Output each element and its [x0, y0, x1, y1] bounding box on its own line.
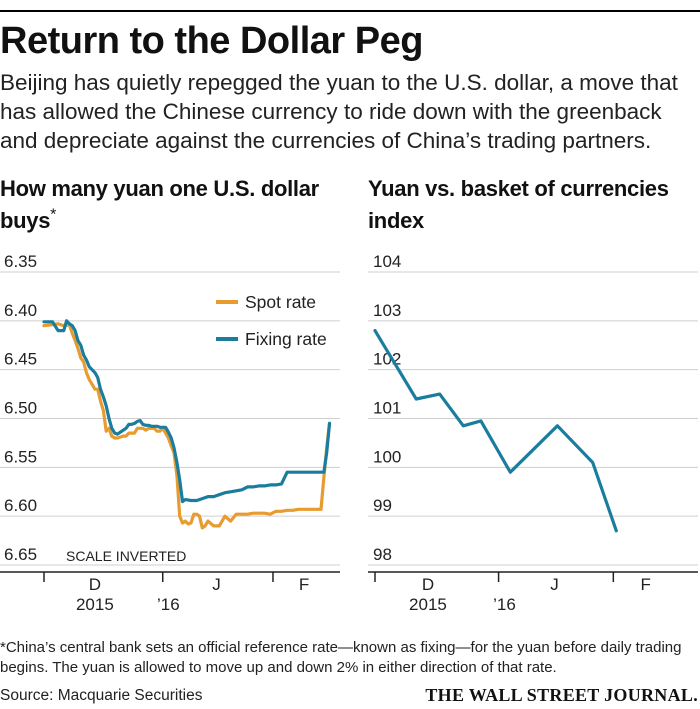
y-tick-label: 6.35 — [4, 252, 37, 271]
y-tick-label: 103 — [373, 301, 401, 320]
x-tick-label: D — [89, 575, 101, 594]
left-chart-title-text: How many yuan one U.S. dollar buys — [0, 176, 319, 233]
y-tick-label: 6.55 — [4, 447, 37, 466]
y-tick-label: 6.50 — [4, 399, 37, 418]
right-chart-title: Yuan vs. basket of currencies index — [368, 176, 669, 233]
page-title: Return to the Dollar Peg — [0, 20, 423, 62]
fixing-rate-line — [42, 319, 332, 504]
x-tick-label: 2015 — [76, 595, 114, 614]
footnote-marker: * — [50, 206, 57, 224]
top-rule — [0, 10, 700, 12]
spot-rate-line — [42, 322, 332, 530]
x-tick-label: ’16 — [493, 595, 516, 614]
left-chart-title: How many yuan one U.S. dollar buys* — [0, 173, 340, 237]
x-tick-label: 2015 — [409, 595, 447, 614]
publisher-logo: THE WALL STREET JOURNAL. — [425, 685, 698, 705]
y-tick-label: 104 — [373, 252, 401, 271]
x-tick-label: D — [422, 575, 434, 594]
y-tick-label: 100 — [373, 447, 401, 466]
legend-label: Spot rate — [245, 292, 316, 312]
index-line — [373, 328, 618, 533]
y-tick-label: 99 — [373, 496, 392, 515]
footnote: *China’s central bank sets an official r… — [0, 639, 682, 676]
scale-inverted-note: SCALE INVERTED — [66, 548, 186, 564]
y-tick-label: 6.65 — [4, 545, 37, 564]
x-tick-label: J — [550, 575, 559, 594]
y-tick-label: 98 — [373, 545, 392, 564]
source-note: Source: Macquarie Securities — [0, 687, 203, 704]
x-tick-label: ’16 — [157, 595, 180, 614]
y-tick-label: 6.60 — [4, 496, 37, 515]
y-tick-label: 101 — [373, 399, 401, 418]
x-tick-label: F — [299, 575, 309, 594]
y-tick-label: 6.45 — [4, 350, 37, 369]
x-tick-label: J — [212, 575, 221, 594]
subtitle: Beijing has quietly repegged the yuan to… — [0, 70, 678, 153]
x-tick-label: F — [640, 575, 650, 594]
y-tick-label: 6.40 — [4, 301, 37, 320]
legend-label: Fixing rate — [245, 329, 327, 349]
